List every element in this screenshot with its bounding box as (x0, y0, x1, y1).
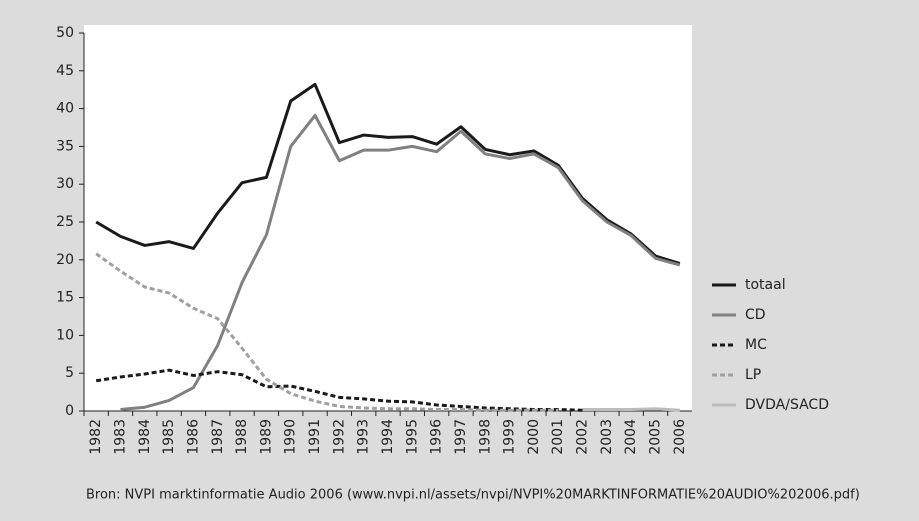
x-tick-label: 1998 (477, 419, 493, 455)
x-tick-label: 1985 (161, 419, 177, 455)
series-line (582, 407, 680, 412)
x-tick-label: 1992 (331, 419, 347, 455)
x-tick-label: 1991 (307, 419, 323, 455)
legend-label: LP (745, 367, 761, 383)
y-tick-label: 40 (56, 101, 74, 117)
legend-label: DVDA/SACD (745, 397, 829, 413)
y-tick-label: 20 (56, 252, 74, 268)
x-tick-label: 1995 (404, 419, 420, 455)
legend-label: MC (745, 337, 767, 353)
x-tick-label: 1996 (429, 419, 445, 455)
series-line (95, 252, 559, 412)
y-tick-label: 50 (56, 25, 74, 41)
y-tick-label: 5 (65, 365, 74, 381)
legend-label: CD (745, 307, 766, 323)
x-tick-label: 2004 (623, 419, 639, 455)
x-tick-label: 1984 (137, 419, 153, 455)
x-tick-label: 1994 (380, 419, 396, 455)
x-tick-label: 1999 (502, 419, 518, 455)
x-tick-label: 2001 (550, 419, 566, 455)
x-tick-label: 1989 (258, 419, 274, 455)
x-tick-label: 2002 (575, 419, 591, 455)
x-tick-label: 1983 (112, 419, 128, 455)
x-tick-label: 1987 (210, 419, 226, 455)
legend-label: totaal (745, 277, 786, 293)
y-tick-label: 15 (56, 290, 74, 306)
x-tick-label: 2000 (526, 419, 542, 455)
y-tick-label: 0 (65, 403, 74, 419)
y-tick-label: 35 (56, 138, 74, 154)
x-tick-label: 1982 (88, 419, 104, 455)
y-tick-label: 25 (56, 214, 74, 230)
series-line (95, 368, 583, 412)
plot-area (84, 25, 692, 411)
x-tick-label: 2006 (672, 419, 688, 455)
source-note: Bron: NVPI marktinformatie Audio 2006 (w… (86, 488, 860, 503)
y-tick-label: 30 (56, 176, 74, 192)
x-tick-label: 1988 (234, 419, 250, 455)
series-line (120, 113, 681, 411)
y-tick-label: 45 (56, 63, 74, 79)
x-tick-label: 1990 (283, 419, 299, 455)
y-tick-label: 10 (56, 327, 74, 343)
x-tick-label: 1986 (185, 419, 201, 455)
x-tick-label: 1997 (453, 419, 469, 455)
x-tick-label: 2005 (648, 419, 664, 455)
x-tick-label: 2003 (599, 419, 615, 455)
x-tick-label: 1993 (356, 419, 372, 455)
